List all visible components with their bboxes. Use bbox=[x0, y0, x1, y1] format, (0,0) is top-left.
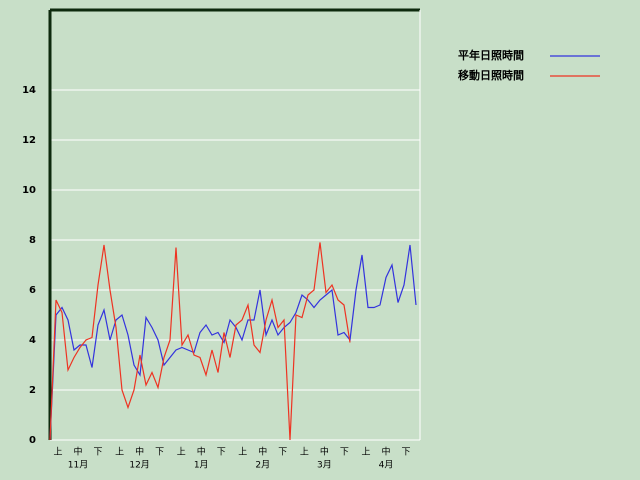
x-tick-label: 中 bbox=[258, 446, 267, 458]
y-tick-label: 4 bbox=[29, 335, 36, 346]
y-tick-label: 6 bbox=[29, 285, 36, 296]
x-tick-label: 上 bbox=[177, 447, 186, 458]
legend-label: 平年日照時間 bbox=[458, 48, 524, 62]
x-tick-label: 中 bbox=[73, 446, 82, 458]
x-tick-label: 下 bbox=[155, 448, 164, 458]
x-tick-label: 上 bbox=[300, 447, 309, 458]
y-tick-label: 14 bbox=[22, 85, 36, 96]
legend-label: 移動日照時間 bbox=[458, 68, 524, 82]
x-tick-label: 下 bbox=[217, 448, 226, 458]
x-tick-label: 中 bbox=[135, 446, 144, 458]
y-tick-label: 12 bbox=[22, 135, 36, 146]
y-tick-label: 2 bbox=[29, 385, 36, 396]
x-tick-label: 中 bbox=[381, 446, 390, 458]
month-label: 3月 bbox=[317, 460, 332, 471]
x-tick-label: 中 bbox=[320, 446, 329, 458]
month-label: 2月 bbox=[255, 460, 270, 471]
y-tick-label: 10 bbox=[22, 185, 36, 196]
month-label: 4月 bbox=[379, 460, 394, 471]
x-tick-label: 上 bbox=[53, 447, 62, 458]
x-tick-label: 上 bbox=[238, 447, 247, 458]
series-line bbox=[49, 244, 417, 441]
x-tick-label: 上 bbox=[361, 447, 370, 458]
x-tick-label: 下 bbox=[401, 448, 410, 458]
y-tick-label: 0 bbox=[29, 435, 36, 446]
x-tick-label: 下 bbox=[340, 448, 349, 458]
month-label: 11月 bbox=[68, 460, 88, 471]
x-tick-label: 中 bbox=[197, 446, 206, 458]
x-tick-label: 下 bbox=[93, 448, 102, 458]
x-tick-label: 下 bbox=[278, 448, 287, 458]
series-line bbox=[49, 242, 351, 441]
month-label: 1月 bbox=[194, 460, 209, 471]
x-tick-label: 上 bbox=[115, 447, 124, 458]
month-label: 12月 bbox=[129, 460, 149, 471]
y-tick-label: 8 bbox=[29, 235, 36, 246]
